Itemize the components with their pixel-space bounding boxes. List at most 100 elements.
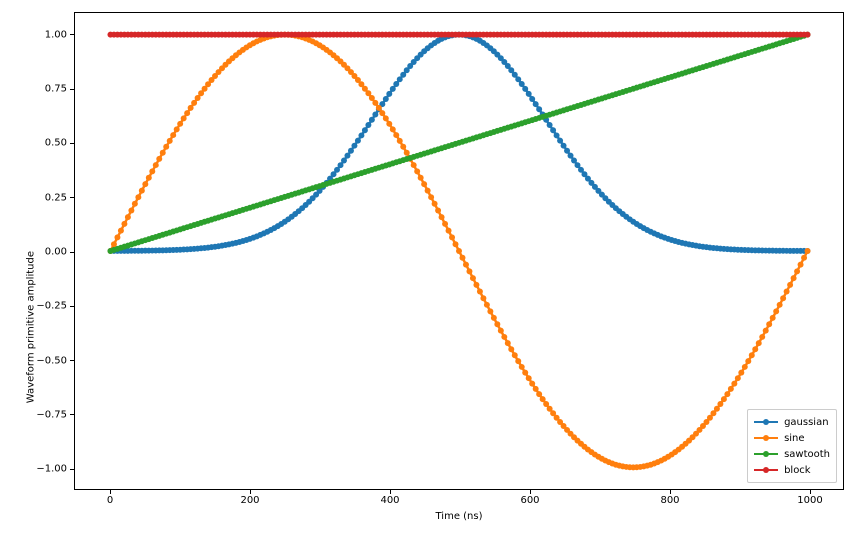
series-marker-sine (142, 181, 148, 187)
series-marker-sine (805, 248, 811, 254)
series-marker-sine (170, 132, 176, 138)
series-marker-gaussian (529, 96, 535, 102)
series-marker-sine (174, 126, 180, 132)
series-marker-sine (484, 302, 490, 308)
series-marker-gaussian (358, 132, 364, 138)
series-marker-gaussian (515, 76, 521, 82)
series-marker-sine (156, 156, 162, 162)
series-marker-gaussian (536, 106, 542, 112)
series-marker-sine (379, 110, 385, 116)
series-marker-sine (477, 289, 483, 295)
series-marker-sine (435, 207, 441, 213)
series-marker-gaussian (383, 96, 389, 102)
y-tick-mark (70, 34, 75, 35)
legend-label-sine: sine (784, 433, 804, 444)
series-marker-gaussian (365, 122, 371, 128)
y-tick-label: 0.50 (45, 138, 67, 149)
y-tick-mark (70, 360, 75, 361)
series-marker-sine (798, 262, 804, 268)
series-marker-sine (724, 391, 730, 397)
legend-sample-gaussian (754, 416, 778, 428)
figure: 02004006008001000 −1.00−0.75−0.50−0.250.… (0, 0, 866, 541)
x-tick-mark (530, 489, 531, 494)
x-tick-label: 200 (240, 495, 259, 506)
legend-entry-sine: sine (754, 430, 830, 446)
series-marker-gaussian (547, 122, 553, 128)
series-marker-sine (522, 370, 528, 376)
series-marker-sine (512, 352, 518, 358)
x-tick-label: 0 (107, 495, 113, 506)
y-tick-mark (70, 306, 75, 307)
series-marker-sine (526, 375, 532, 381)
series-marker-sine (763, 328, 769, 334)
x-tick-label: 1000 (797, 495, 822, 506)
x-tick-mark (390, 489, 391, 494)
series-marker-sine (432, 201, 438, 207)
series-marker-sine (791, 275, 797, 281)
series-marker-sine (188, 105, 194, 111)
series-marker-sine (491, 315, 497, 321)
series-marker-sine (529, 381, 535, 387)
series-marker-sine (393, 132, 399, 138)
series-marker-sine (390, 126, 396, 132)
series-marker-sine (745, 358, 751, 364)
series-marker-sine (540, 396, 546, 402)
series-marker-sine (459, 255, 465, 261)
series-marker-sine (801, 255, 807, 261)
series-marker-gaussian (564, 148, 570, 154)
series-marker-sine (139, 188, 145, 194)
y-tick-mark (70, 414, 75, 415)
series-marker-sine (149, 168, 155, 174)
series-marker-sine (372, 100, 378, 106)
series-marker-gaussian (533, 101, 539, 107)
y-tick-label: 1.00 (45, 29, 67, 40)
series-marker-sine (132, 201, 138, 207)
legend-entry-block: block (754, 462, 830, 478)
series-marker-sine (519, 364, 525, 370)
series-marker-sine (756, 340, 762, 346)
series-marker-gaussian (372, 112, 378, 118)
x-tick-mark (110, 489, 111, 494)
series-marker-sine (184, 110, 190, 116)
legend-entry-gaussian: gaussian (754, 414, 830, 430)
series-marker-sine (473, 282, 479, 288)
series-marker-gaussian (557, 138, 563, 144)
series-marker-sine (453, 241, 459, 247)
x-tick-mark (810, 489, 811, 494)
series-marker-sine (498, 328, 504, 334)
series-marker-gaussian (519, 81, 525, 87)
series-marker-sine (421, 181, 427, 187)
series-marker-sine (442, 221, 448, 227)
x-tick-label: 400 (380, 495, 399, 506)
series-marker-sine (787, 282, 793, 288)
y-tick-mark (70, 89, 75, 90)
series-marker-sine (146, 175, 152, 181)
series-marker-sine (414, 168, 420, 174)
series-marker-sine (439, 214, 445, 220)
series-marker-sine (446, 228, 452, 234)
series-marker-sine (456, 248, 462, 254)
series-marker-sine (114, 234, 120, 240)
y-tick-label: −0.75 (36, 409, 67, 420)
series-marker-sine (404, 150, 410, 156)
series-marker-sine (160, 150, 166, 156)
series-marker-sine (759, 334, 765, 340)
series-marker-sine (784, 289, 790, 295)
y-tick-mark (70, 469, 75, 470)
series-marker-gaussian (348, 148, 354, 154)
series-marker-gaussian (393, 81, 399, 87)
series-marker-gaussian (344, 153, 350, 159)
legend-label-gaussian: gaussian (784, 417, 828, 428)
series-marker-sine (400, 144, 406, 150)
series-marker-sine (533, 386, 539, 392)
series-marker-block (805, 32, 811, 38)
series-marker-gaussian (341, 157, 347, 163)
series-marker-sine (418, 175, 424, 181)
series-marker-sine (376, 105, 382, 111)
x-tick-label: 800 (660, 495, 679, 506)
legend-label-sawtooth: sawtooth (784, 449, 830, 460)
series-marker-gaussian (369, 117, 375, 123)
series-marker-sine (369, 95, 375, 101)
series-marker-sine (135, 194, 141, 200)
legend-sample-block (754, 464, 778, 476)
